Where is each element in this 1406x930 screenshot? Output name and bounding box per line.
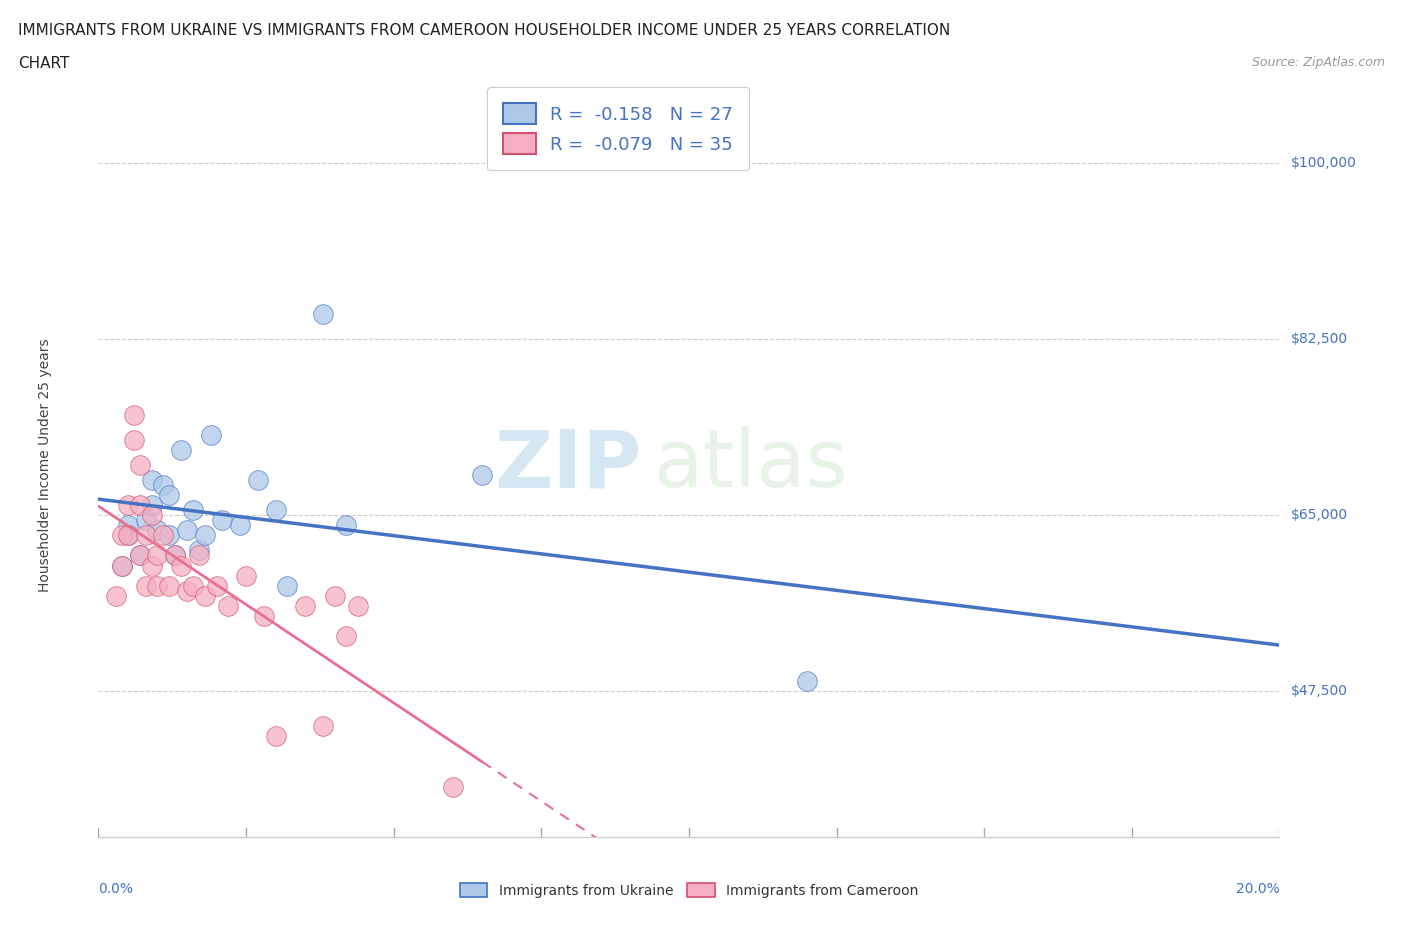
Point: [111, 528, 134, 543]
Legend: Immigrants from Ukraine, Immigrants from Cameroon: Immigrants from Ukraine, Immigrants from…: [453, 876, 925, 905]
Point: [187, 543, 209, 558]
Point: [323, 589, 346, 604]
Point: [152, 478, 174, 493]
Point: [141, 472, 163, 487]
Point: [111, 558, 134, 573]
Point: [294, 598, 316, 613]
Point: [141, 508, 163, 523]
Point: [335, 518, 357, 533]
Point: [211, 512, 233, 527]
Text: atlas: atlas: [654, 426, 848, 504]
Point: [264, 729, 287, 744]
Point: [181, 503, 204, 518]
Point: [157, 487, 180, 502]
Point: [181, 578, 204, 593]
Point: [128, 458, 150, 472]
Text: $47,500: $47,500: [1291, 684, 1347, 698]
Point: [165, 548, 187, 563]
Text: 0.0%: 0.0%: [98, 882, 134, 896]
Point: [111, 558, 134, 573]
Point: [117, 528, 139, 543]
Point: [128, 548, 150, 563]
Point: [146, 523, 169, 538]
Text: CHART: CHART: [18, 56, 70, 71]
Text: 20.0%: 20.0%: [1236, 882, 1279, 896]
Point: [176, 583, 198, 598]
Point: [229, 518, 252, 533]
Point: [117, 498, 139, 512]
Point: [796, 673, 818, 688]
Point: [135, 578, 157, 593]
Point: [235, 568, 257, 583]
Point: [217, 598, 239, 613]
Point: [312, 307, 335, 322]
Point: [152, 528, 174, 543]
Point: [135, 512, 157, 527]
Text: $65,000: $65,000: [1291, 509, 1348, 523]
Point: [122, 432, 145, 447]
Point: [135, 528, 157, 543]
Point: [128, 548, 150, 563]
Point: [335, 629, 357, 644]
Point: [141, 558, 163, 573]
Point: [146, 548, 169, 563]
Point: [117, 528, 139, 543]
Point: [122, 407, 145, 422]
Text: ZIP: ZIP: [495, 426, 641, 504]
Point: [176, 523, 198, 538]
Point: [170, 443, 193, 458]
Point: [187, 548, 209, 563]
Point: [146, 578, 169, 593]
Point: [157, 578, 180, 593]
Point: [194, 589, 217, 604]
Point: [264, 503, 287, 518]
Point: [253, 608, 276, 623]
Point: [200, 428, 222, 443]
Point: [194, 528, 217, 543]
Text: IMMIGRANTS FROM UKRAINE VS IMMIGRANTS FROM CAMEROON HOUSEHOLDER INCOME UNDER 25 : IMMIGRANTS FROM UKRAINE VS IMMIGRANTS FR…: [18, 23, 950, 38]
Point: [117, 518, 139, 533]
Point: [441, 779, 464, 794]
Point: [157, 528, 180, 543]
Point: [141, 498, 163, 512]
Point: [347, 598, 370, 613]
Point: [246, 472, 269, 487]
Point: [105, 589, 128, 604]
Text: $82,500: $82,500: [1291, 332, 1348, 346]
Point: [471, 468, 494, 483]
Point: [165, 548, 187, 563]
Point: [276, 578, 298, 593]
Text: Householder Income Under 25 years: Householder Income Under 25 years: [38, 339, 52, 591]
Text: Source: ZipAtlas.com: Source: ZipAtlas.com: [1251, 56, 1385, 69]
Text: $100,000: $100,000: [1291, 156, 1357, 170]
Point: [170, 558, 193, 573]
Point: [312, 719, 335, 734]
Point: [205, 578, 228, 593]
Point: [128, 498, 150, 512]
